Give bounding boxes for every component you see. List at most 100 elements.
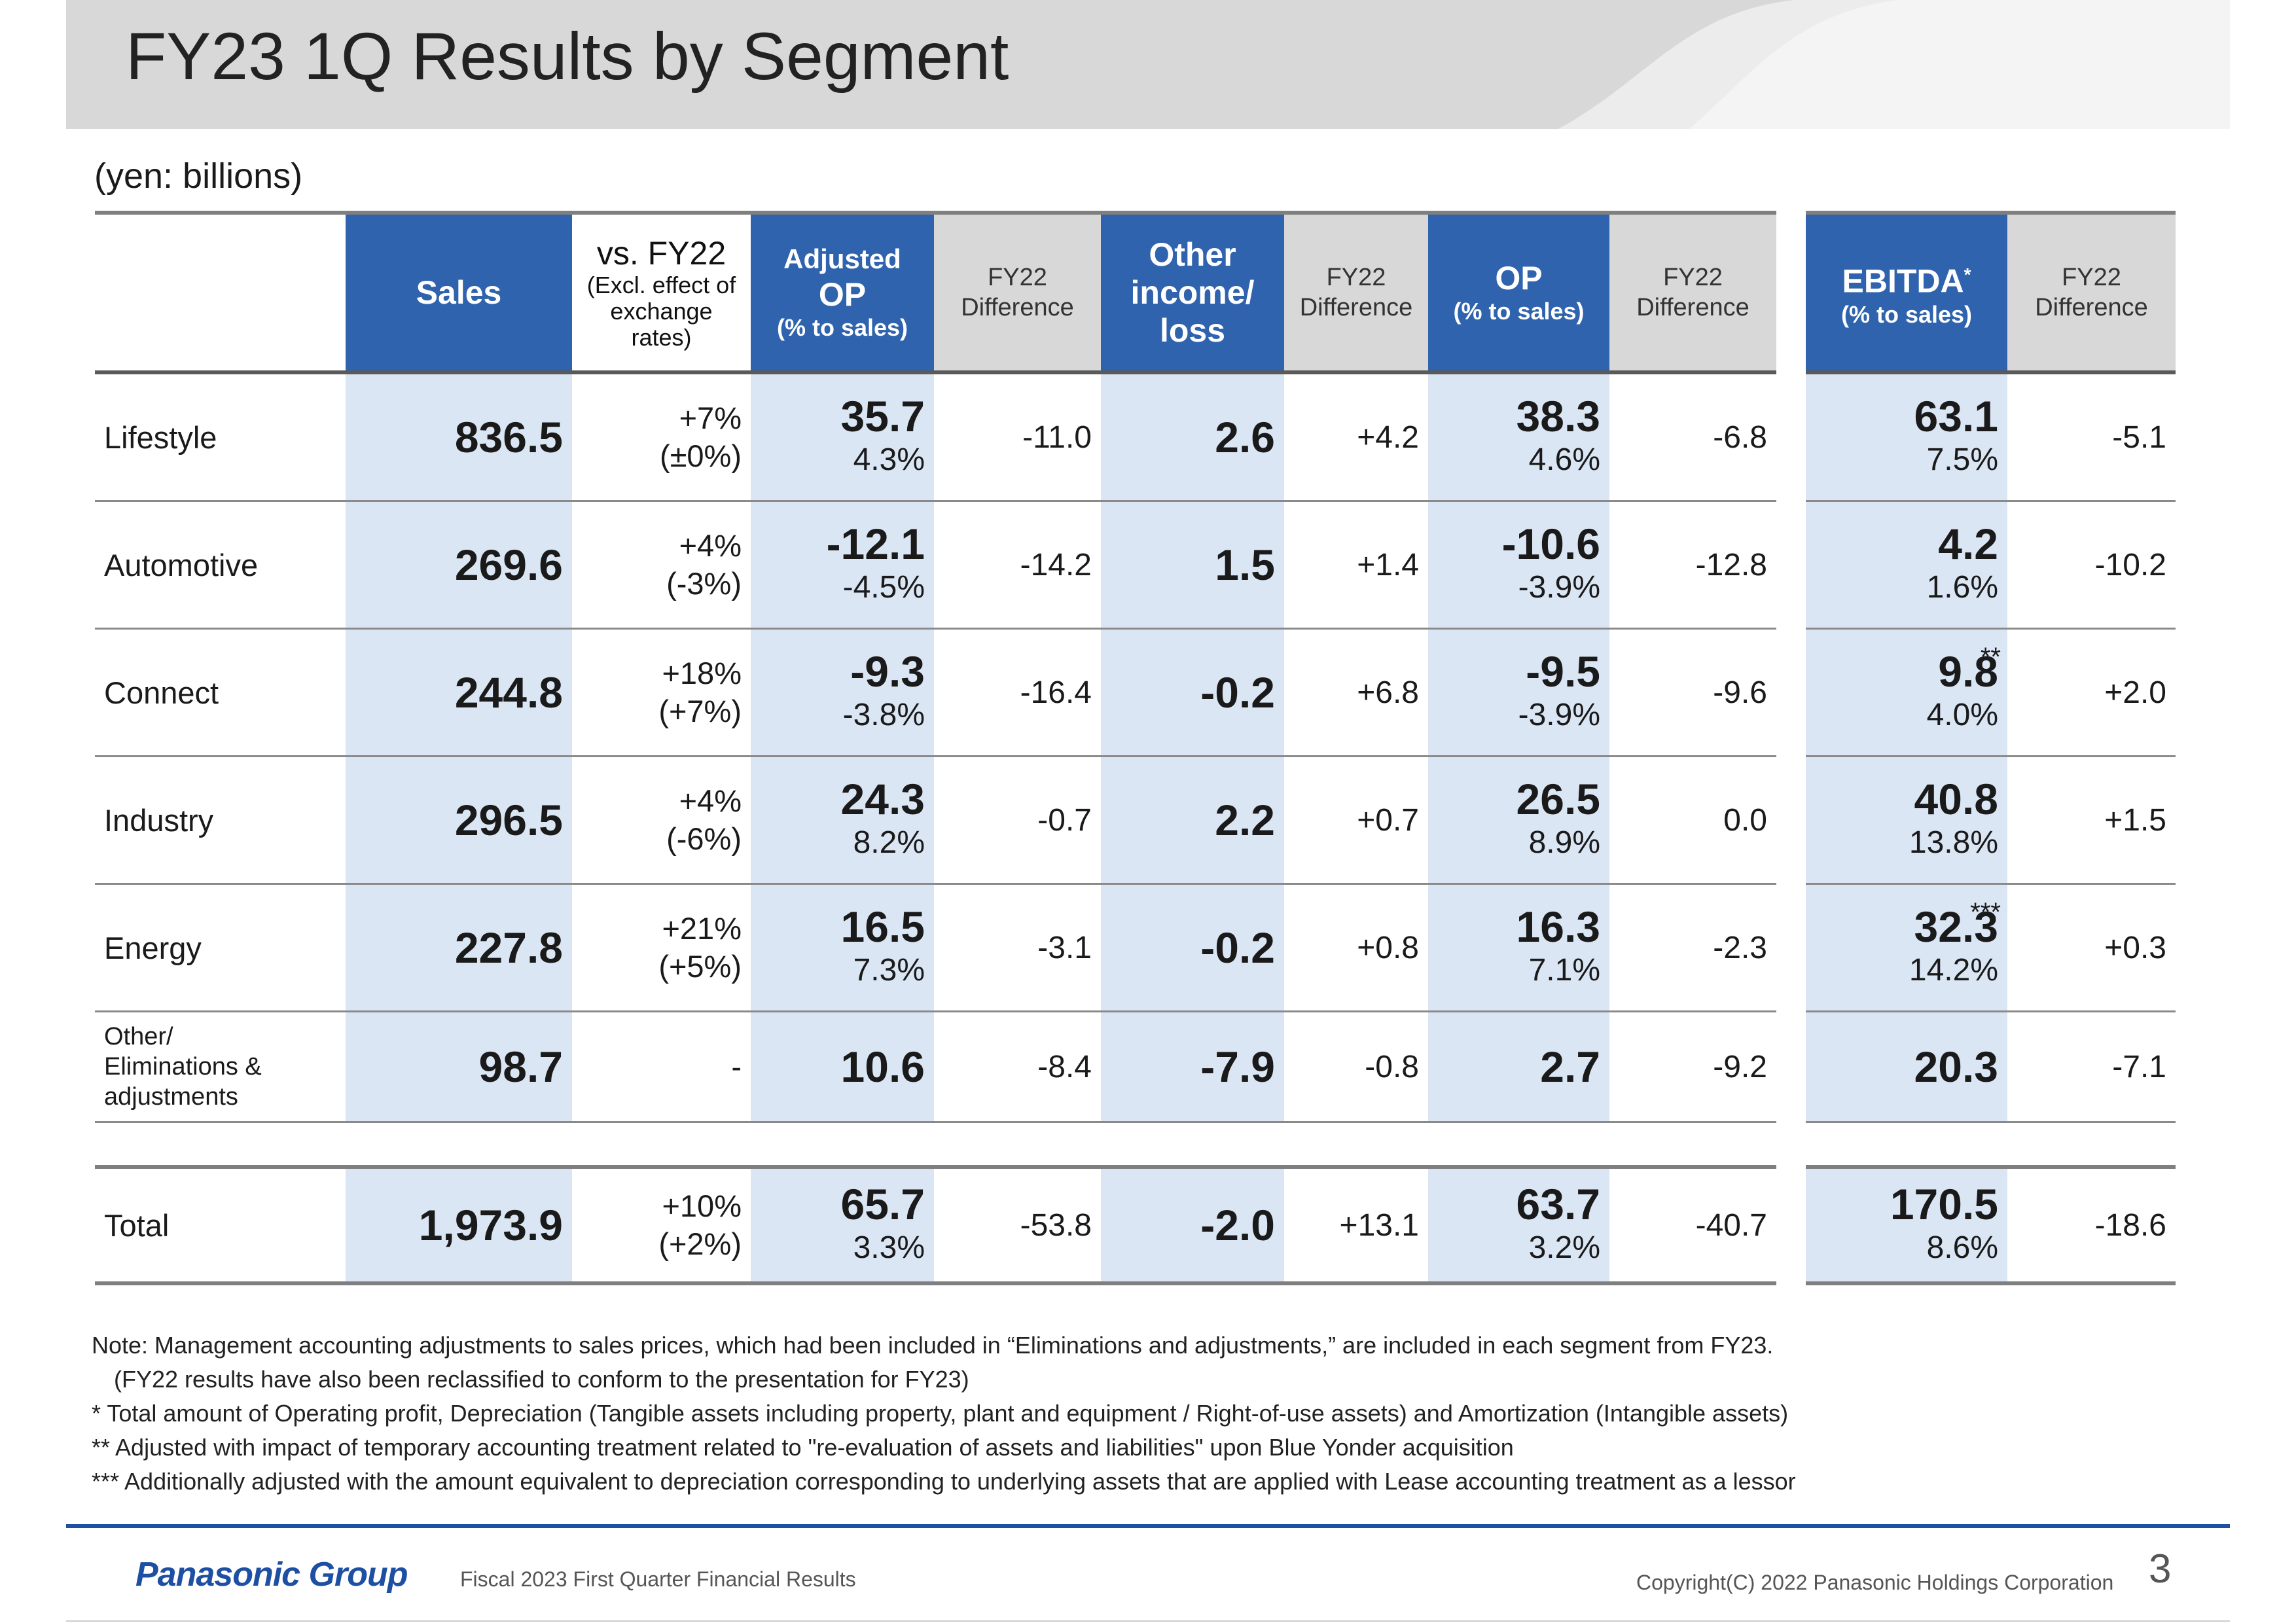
op-diff: -6.8 — [1609, 372, 1776, 502]
unit-label: (yen: billions) — [94, 156, 303, 196]
document-title: Fiscal 2023 First Quarter Financial Resu… — [460, 1567, 856, 1591]
segment-name: Connect — [95, 628, 346, 757]
table-row-connect: Connect 244.8 +18% (+7%) -9.3 -3.8% -16.4 … — [95, 628, 2176, 757]
sales-value: 296.5 — [346, 756, 572, 885]
segment-results-table: Sales vs. FY22 (Excl. effect of exchange… — [95, 211, 2176, 1285]
segment-name: Lifestyle — [95, 372, 346, 502]
op-value: -9.5 -3.9% — [1428, 628, 1609, 757]
ebitda-diff: +2.0 — [2007, 628, 2176, 757]
other-income-value: 2.2 — [1101, 756, 1284, 885]
column-gap — [1776, 1167, 1806, 1283]
op-diff: -2.3 — [1609, 883, 1776, 1012]
title-bar-swoosh — [1558, 0, 2230, 129]
ebitda-diff: -5.1 — [2007, 372, 2176, 502]
vs-fy22-value: +18% (+7%) — [572, 628, 751, 757]
header-segment-blank — [95, 211, 346, 374]
ebitda-value: 20.3 — [1806, 1011, 2007, 1123]
other-income-diff: -0.8 — [1284, 1011, 1428, 1123]
adjusted-op-diff: -0.7 — [934, 756, 1101, 885]
ebitda-value: *** 32.3 14.2% — [1806, 883, 2007, 1012]
segment-name: Other/Eliminations & adjustments — [95, 1011, 346, 1123]
copyright: Copyright(C) 2022 Panasonic Holdings Cor… — [1636, 1571, 2114, 1594]
other-income-value: 2.6 — [1101, 372, 1284, 502]
table-spacer — [95, 1122, 2176, 1168]
adjusted-op-diff: -53.8 — [934, 1165, 1101, 1285]
column-gap — [1776, 1011, 1806, 1122]
ebitda-diff: +1.5 — [2007, 756, 2176, 885]
table-row-industry: Industry 296.5 +4% (-6%) 24.3 8.2% -0.7 2.… — [95, 756, 2176, 885]
adjusted-op-value: 65.7 3.3% — [751, 1165, 934, 1285]
other-income-value: -7.9 — [1101, 1011, 1284, 1123]
other-income-diff: +4.2 — [1284, 372, 1428, 502]
other-income-value: -2.0 — [1101, 1165, 1284, 1285]
footnotes: Note: Management accounting adjustments … — [92, 1329, 1796, 1499]
adjusted-op-value: 24.3 8.2% — [751, 756, 934, 885]
op-value: 2.7 — [1428, 1011, 1609, 1123]
header-ebitda-fy22-diff: FY22 Difference — [2007, 211, 2176, 374]
column-gap — [1776, 213, 1806, 372]
op-diff: -12.8 — [1609, 501, 1776, 630]
table-row-lifestyle: Lifestyle 836.5 +7% (±0%) 35.7 4.3% -11.0 … — [95, 372, 2176, 502]
other-income-diff: +0.7 — [1284, 756, 1428, 885]
op-diff: -40.7 — [1609, 1165, 1776, 1285]
other-income-value: -0.2 — [1101, 883, 1284, 1012]
table-row-total: Total 1,973.9 +10% (+2%) 65.7 3.3% -53.8 -… — [95, 1165, 2176, 1285]
adjusted-op-diff: -14.2 — [934, 501, 1101, 630]
adjusted-op-value: 35.7 4.3% — [751, 372, 934, 502]
column-gap — [1776, 756, 1806, 884]
ebitda-diff: -10.2 — [2007, 501, 2176, 630]
column-gap — [1776, 501, 1806, 629]
ebitda-diff: -7.1 — [2007, 1011, 2176, 1123]
sales-value: 227.8 — [346, 883, 572, 1012]
adjusted-op-value: -12.1 -4.5% — [751, 501, 934, 630]
vs-fy22-value: +10% (+2%) — [572, 1165, 751, 1285]
note-main: Note: Management accounting adjustments … — [92, 1332, 1774, 1359]
op-diff: 0.0 — [1609, 756, 1776, 885]
ebitda-value: 63.1 7.5% — [1806, 372, 2007, 502]
segment-name: Industry — [95, 756, 346, 885]
header-ebitda: EBITDA* (% to sales) — [1806, 211, 2007, 374]
other-income-value: -0.2 — [1101, 628, 1284, 757]
op-value: 63.7 3.2% — [1428, 1165, 1609, 1285]
ebitda-value: 170.5 8.6% — [1806, 1165, 2007, 1285]
header-adjusted-op: Adjusted OP (% to sales) — [751, 211, 934, 374]
adjusted-op-diff: -3.1 — [934, 883, 1101, 1012]
other-income-value: 1.5 — [1101, 501, 1284, 630]
vs-fy22-value: +4% (-3%) — [572, 501, 751, 630]
table-row-other-eliminations: Other/Eliminations & adjustments 98.7 - 1… — [95, 1011, 2176, 1123]
vs-fy22-value: - — [572, 1011, 751, 1123]
note-main-continued: (FY22 results have also been reclassifie… — [114, 1366, 969, 1393]
page-number: 3 — [2149, 1546, 2172, 1592]
header-op: OP (% to sales) — [1428, 211, 1609, 374]
header-other-fy22-diff: FY22 Difference — [1284, 211, 1428, 374]
op-value: 38.3 4.6% — [1428, 372, 1609, 502]
adjusted-op-value: 10.6 — [751, 1011, 934, 1123]
footer-divider — [66, 1524, 2230, 1528]
ebitda-diff: +0.3 — [2007, 883, 2176, 1012]
ebitda-footnote-marker: ** — [1980, 643, 2001, 671]
header-vs-fy22: vs. FY22 (Excl. effect of exchange rates… — [572, 211, 751, 374]
panasonic-group-logo: Panasonic Group — [135, 1556, 408, 1594]
adjusted-op-diff: -8.4 — [934, 1011, 1101, 1123]
bottom-divider — [66, 1620, 2230, 1622]
op-value: 16.3 7.1% — [1428, 883, 1609, 1012]
other-income-diff: +1.4 — [1284, 501, 1428, 630]
sales-value: 836.5 — [346, 372, 572, 502]
column-gap — [1776, 883, 1806, 1012]
other-income-diff: +0.8 — [1284, 883, 1428, 1012]
title-bar — [66, 0, 2230, 129]
page-title: FY23 1Q Results by Segment — [126, 19, 1009, 94]
note-ebitda-definition: * Total amount of Operating profit, Depr… — [92, 1400, 1789, 1427]
segment-name: Total — [95, 1165, 346, 1285]
op-diff: -9.2 — [1609, 1011, 1776, 1123]
vs-fy22-value: +21% (+5%) — [572, 883, 751, 1012]
ebitda-footnote-marker: *** — [1970, 898, 2001, 927]
op-value: 26.5 8.9% — [1428, 756, 1609, 885]
vs-fy22-value: +7% (±0%) — [572, 372, 751, 502]
adjusted-op-value: 16.5 7.3% — [751, 883, 934, 1012]
sales-value: 98.7 — [346, 1011, 572, 1123]
vs-fy22-value: +4% (-6%) — [572, 756, 751, 885]
note-triple-asterisk: *** Additionally adjusted with the amoun… — [92, 1468, 1796, 1495]
header-other-income-loss: Other income/ loss — [1101, 211, 1284, 374]
ebitda-value: ** 9.8 4.0% — [1806, 628, 2007, 757]
